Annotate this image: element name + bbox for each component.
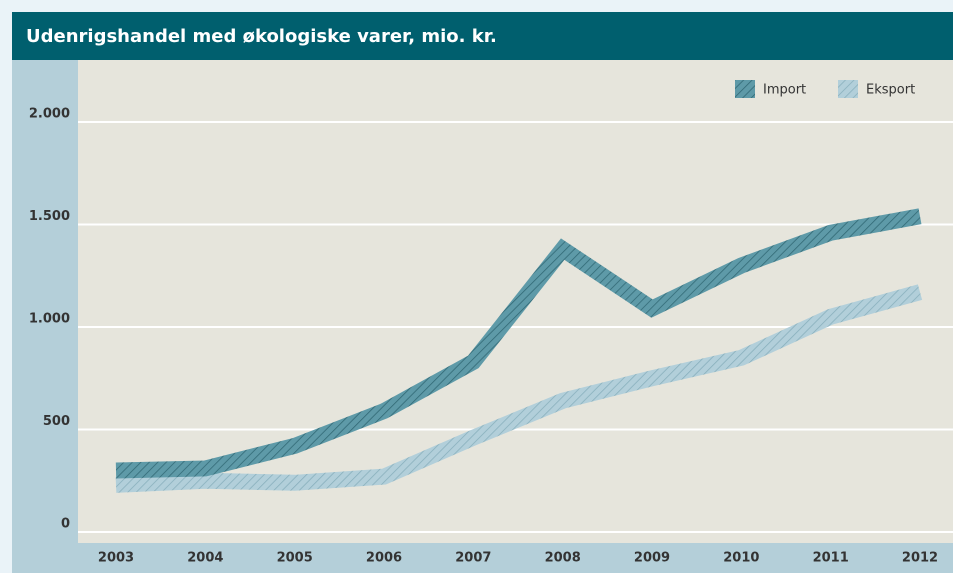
legend-label: Import [763,83,806,98]
legend-swatch [838,80,858,98]
x-tick-label: 2009 [634,551,670,566]
y-tick-label: 1.000 [29,312,70,327]
x-tick-label: 2011 [813,551,849,566]
legend-swatch [735,80,755,98]
y-tick-label: 1.500 [29,209,70,224]
y-tick-label: 2.000 [29,107,70,122]
x-tick-label: 2004 [187,551,223,566]
x-tick-label: 2012 [902,551,938,566]
legend-label: Eksport [866,83,915,98]
header-bar [12,12,953,60]
y-tick-label: 0 [61,517,70,532]
y-axis-band [12,60,78,573]
x-axis-band [78,543,953,573]
x-tick-label: 2010 [723,551,759,566]
x-tick-label: 2008 [545,551,581,566]
series-line [115,284,923,493]
x-tick-label: 2006 [366,551,402,566]
x-tick-label: 2007 [455,551,491,566]
y-tick-label: 500 [43,414,70,429]
series-line [115,208,922,479]
x-tick-label: 2003 [98,551,134,566]
x-tick-label: 2005 [277,551,313,566]
chart-title: Udenrigshandel med økologiske varer, mio… [26,26,497,47]
